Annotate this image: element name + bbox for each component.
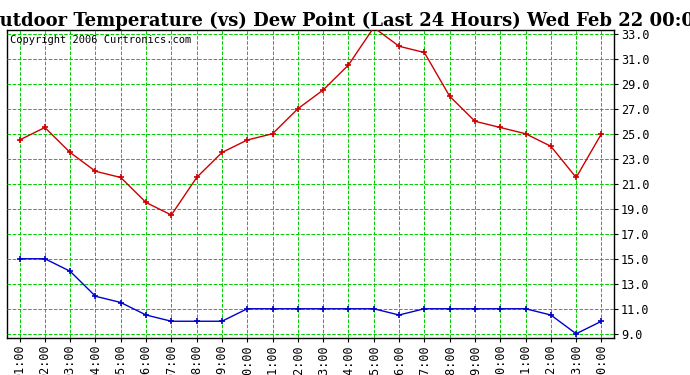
Text: Outdoor Temperature (vs) Dew Point (Last 24 Hours) Wed Feb 22 00:00: Outdoor Temperature (vs) Dew Point (Last…: [0, 11, 690, 30]
Text: Copyright 2006 Curtronics.com: Copyright 2006 Curtronics.com: [10, 34, 191, 45]
